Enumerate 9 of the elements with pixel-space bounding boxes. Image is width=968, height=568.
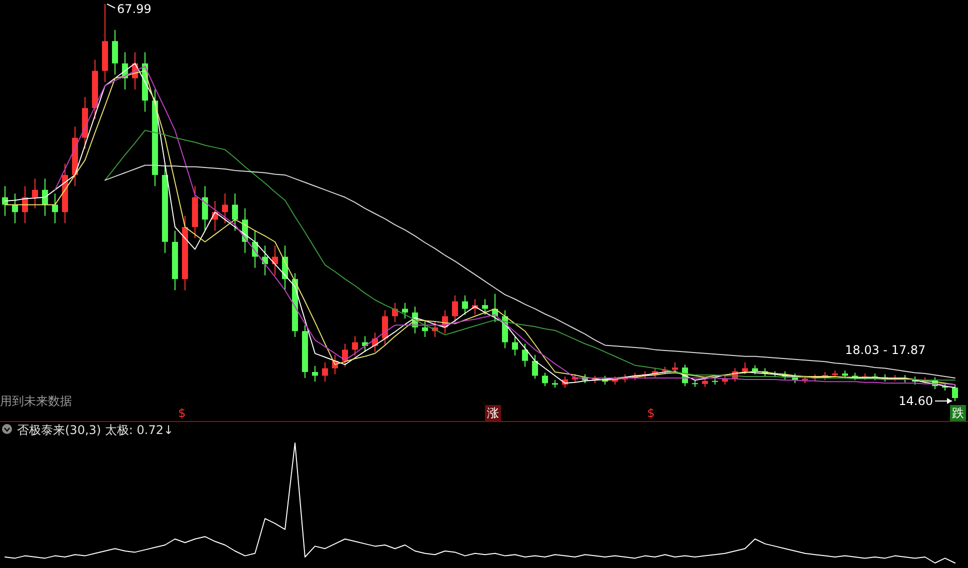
annotation: 67.99 [117,2,152,16]
text: 涨 [487,406,499,420]
annotation: 14.60 [898,394,933,408]
chart-title: 否极泰来(30,3) 太极: 0.72↓ [17,423,174,437]
text: 跌 [952,406,964,420]
text: $ [178,406,186,420]
annotation: 用到未来数据 [0,394,72,408]
annotation: 18.03 - 17.87 [845,343,926,357]
text: $ [647,406,655,420]
